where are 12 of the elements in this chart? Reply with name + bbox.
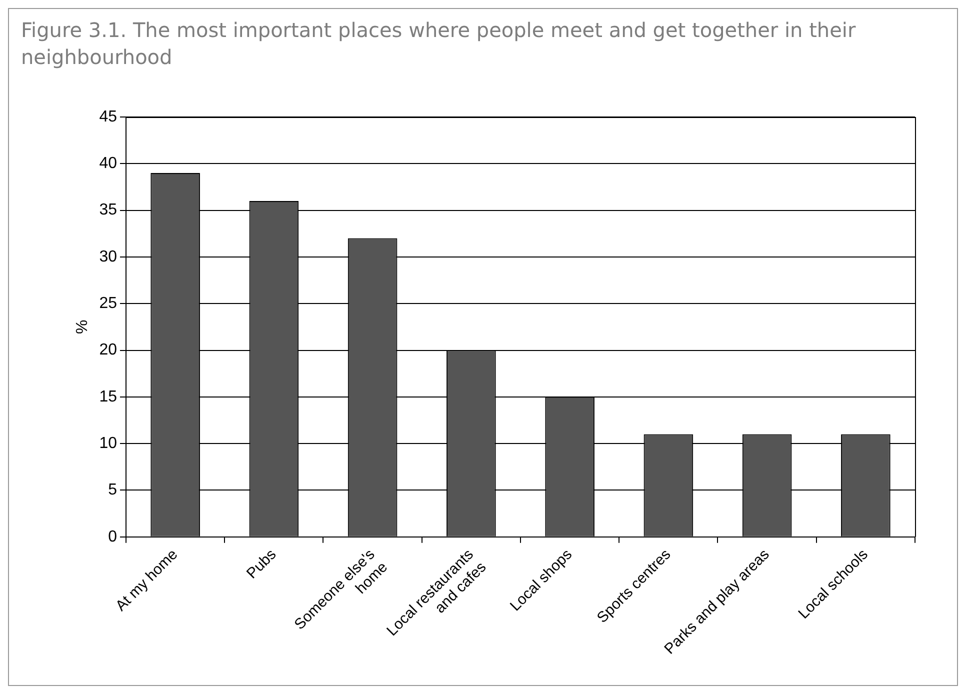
y-tick-label: 30 bbox=[99, 248, 118, 266]
y-tick-label: 5 bbox=[108, 482, 118, 499]
y-tick-label: 25 bbox=[99, 295, 118, 312]
y-tick-label: 0 bbox=[108, 528, 118, 546]
y-tick-label: 20 bbox=[99, 342, 118, 359]
y-tick-label: 10 bbox=[99, 435, 118, 452]
y-tick-label: 15 bbox=[99, 388, 118, 406]
y-tick-label: 35 bbox=[99, 202, 118, 219]
y-tick-label: 40 bbox=[99, 155, 118, 172]
chart-title: Figure 3.1. The most important places where people meet and get together in their neighbourhood bbox=[21, 17, 857, 71]
y-tick-label: 45 bbox=[99, 108, 118, 126]
y-axis-title: % bbox=[74, 320, 92, 334]
